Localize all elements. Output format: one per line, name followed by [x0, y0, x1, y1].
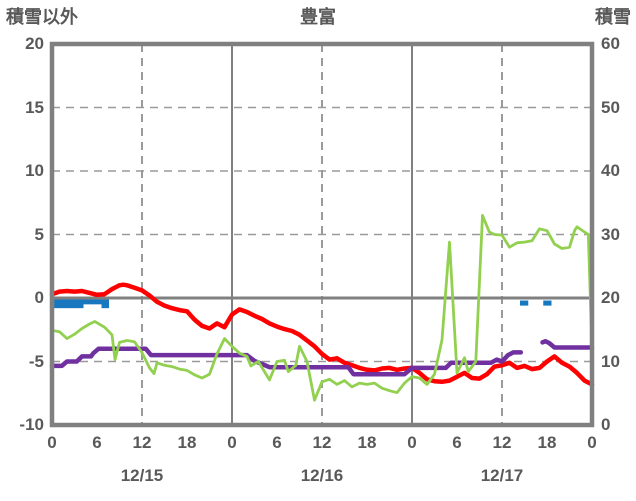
x-axis-tick: 0: [227, 433, 237, 452]
red-line: [49, 282, 595, 387]
blue-bars: [520, 300, 529, 306]
left-axis-tick: -5: [28, 351, 44, 371]
chart-title: 豊富: [300, 7, 336, 27]
blue-bars: [101, 299, 109, 309]
x-axis-tick: 0: [47, 433, 57, 452]
left-axis-tick: 5: [34, 224, 44, 244]
right-axis-title: 積雪: [595, 7, 631, 27]
x-axis-tick: 18: [357, 433, 377, 452]
x-axis-tick: 6: [92, 433, 102, 452]
plot-border: [49, 41, 595, 428]
purple-line: [49, 346, 524, 377]
blue-bars: [543, 300, 552, 306]
x-axis-date-label: 12/15: [120, 466, 164, 485]
x-axis-date-label: 12/17: [480, 466, 524, 485]
left-axis-tick: 10: [25, 161, 44, 180]
purple-line: [540, 338, 595, 350]
x-axis-tick: 18: [537, 433, 557, 452]
x-axis-tick: 0: [587, 433, 597, 452]
x-axis-tick: 12: [132, 433, 152, 452]
x-axis-tick: 6: [452, 433, 462, 452]
right-axis-tick: 50: [601, 97, 620, 117]
x-axis-tick: 6: [272, 433, 282, 452]
blue-bars: [83, 299, 102, 305]
right-axis-tick: 0: [601, 415, 611, 434]
right-axis-tick: 40: [601, 161, 620, 180]
left-axis-tick: -10: [19, 415, 44, 434]
right-axis-tick: 20: [601, 288, 620, 307]
x-axis-tick: 12: [312, 433, 332, 452]
x-axis-tick: 12: [492, 433, 512, 452]
right-axis-tick: 60: [601, 34, 620, 53]
left-axis-tick: 15: [25, 97, 44, 117]
right-axis-tick: 10: [601, 351, 620, 371]
right-axis-tick: 30: [601, 224, 620, 244]
x-axis-tick: 18: [177, 433, 197, 452]
left-axis-title: 積雪以外: [6, 7, 78, 27]
blue-bars: [52, 299, 84, 309]
x-axis-date-label: 12/16: [300, 466, 344, 485]
left-axis-tick: 0: [34, 288, 44, 307]
x-axis-tick: 0: [407, 433, 417, 452]
green-line: [50, 213, 594, 402]
left-axis-tick: 20: [25, 34, 44, 53]
